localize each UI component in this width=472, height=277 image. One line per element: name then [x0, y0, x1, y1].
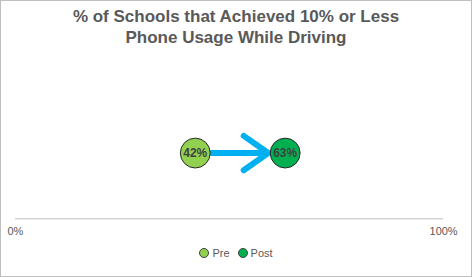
svg-text:100%: 100% [430, 225, 458, 237]
svg-text:0%: 0% [8, 225, 24, 237]
svg-text:63%: 63% [273, 146, 297, 160]
html-text:Pre: Pre [212, 247, 230, 259]
svg-text:42%: 42% [183, 146, 207, 160]
html-text:Post: Post [250, 247, 273, 259]
html-text:% of Schools that Achieved 10%: % of Schools that Achieved 10% or Less P… [72, 7, 400, 47]
